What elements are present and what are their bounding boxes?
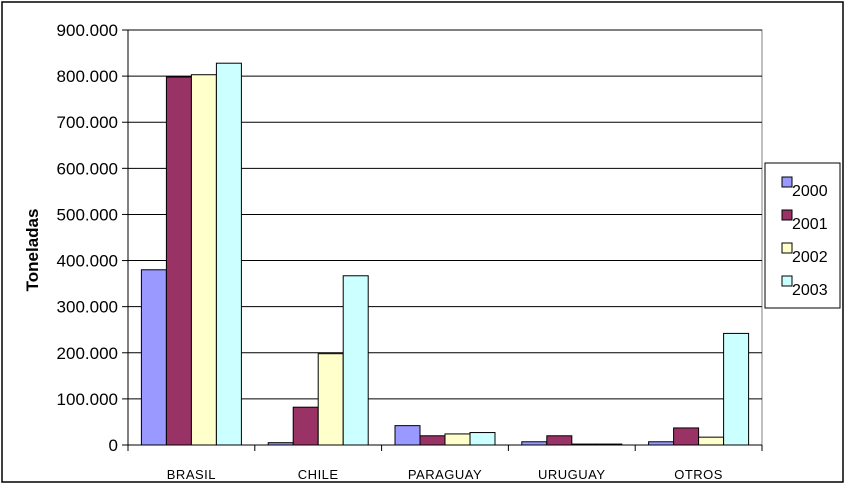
x-tick-labels: BRASIL CHILE PARAGUAY URUGUAY OTROS — [167, 467, 723, 482]
y-tick-label: 300.000 — [57, 298, 118, 317]
y-tick-label: 100.000 — [57, 390, 118, 409]
legend: 2000 2001 2002 2003 — [764, 162, 841, 309]
bar-brasil-2003 — [215, 62, 242, 446]
y-tick-label: 200.000 — [57, 344, 118, 363]
legend-label: 2000 — [792, 183, 828, 200]
bar-otros-2003 — [723, 332, 750, 446]
bar-otros-2002 — [698, 436, 725, 446]
bar-chile-2003 — [342, 275, 369, 446]
bar-brasil-2001 — [165, 76, 192, 446]
legend-label: 2003 — [792, 282, 828, 299]
x-tick-label: BRASIL — [167, 467, 216, 482]
x-tick-label: OTROS — [674, 467, 723, 482]
y-tick-label: 700.000 — [57, 113, 118, 132]
y-tick-labels: 0 100.000 200.000 300.000 400.000 500.000 600.… — [57, 21, 118, 455]
x-tick-label: URUGUAY — [538, 467, 606, 482]
y-tick-label: 500.000 — [57, 205, 118, 224]
legend-swatch-2003 — [781, 275, 793, 287]
y-tick-label: 0 — [109, 436, 118, 455]
bar-uruguay-2001 — [546, 435, 573, 446]
y-axis-label: Toneladas — [23, 209, 42, 292]
axes — [127, 30, 763, 451]
legend-box — [764, 162, 841, 309]
y-tick-label: 600.000 — [57, 159, 118, 178]
bar-otros-2001 — [673, 427, 700, 446]
y-tick-label: 400.000 — [57, 252, 118, 271]
legend-label: 2001 — [792, 216, 828, 233]
y-tick-label: 800.000 — [57, 67, 118, 86]
legend-swatch-2002 — [781, 242, 793, 254]
x-tick-label: PARAGUAY — [408, 467, 482, 482]
bar-chile-2001 — [292, 406, 319, 446]
y-tick-label: 900.000 — [57, 21, 118, 40]
bar-paraguay-2003 — [469, 432, 496, 446]
bar-paraguay-2001 — [419, 435, 446, 446]
bar-brasil-2000 — [140, 269, 167, 446]
bar-paraguay-2000 — [394, 425, 421, 446]
bar-chile-2002 — [317, 353, 344, 446]
bar-paraguay-2002 — [444, 433, 471, 446]
bar-brasil-2002 — [190, 74, 217, 446]
legend-swatch-2000 — [781, 176, 793, 188]
legend-swatch-2001 — [781, 209, 793, 221]
legend-label: 2002 — [792, 249, 828, 266]
bars — [140, 62, 750, 446]
x-tick-label: CHILE — [298, 467, 339, 482]
